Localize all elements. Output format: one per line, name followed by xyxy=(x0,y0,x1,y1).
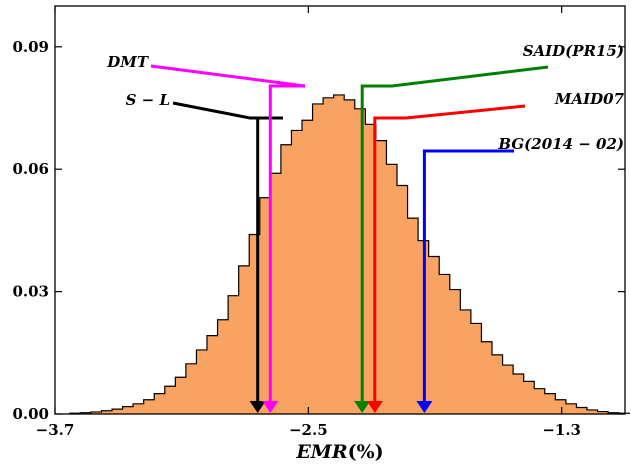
histogram-bar xyxy=(354,108,366,414)
histogram-bar xyxy=(397,185,408,414)
annotation-arrowhead xyxy=(366,401,383,413)
histogram-bar xyxy=(587,409,598,414)
histogram-bar xyxy=(565,403,577,414)
histogram-bar xyxy=(375,140,387,414)
histogram-bar xyxy=(164,386,176,414)
y-tick-label: 0.06 xyxy=(12,160,49,178)
histogram-bar xyxy=(217,319,229,414)
histogram-bar xyxy=(154,393,166,414)
histogram-bar xyxy=(428,256,440,414)
x-tick-label: −3.7 xyxy=(36,421,75,439)
histogram-bar xyxy=(449,289,461,414)
y-tick-label: 0.09 xyxy=(12,38,49,56)
histogram-bar xyxy=(238,265,250,414)
x-axis-label: EMR(%) xyxy=(295,441,383,463)
histogram-bar xyxy=(502,365,514,414)
histogram-bar xyxy=(122,406,134,414)
histogram-bar xyxy=(492,354,503,414)
histogram-bar xyxy=(333,94,345,414)
histogram-bar xyxy=(460,309,472,414)
annotation-leader-line xyxy=(373,104,526,404)
histogram-bar xyxy=(407,218,419,414)
histogram-bar xyxy=(259,197,271,414)
histogram-bar xyxy=(280,144,292,414)
histogram-bar xyxy=(207,335,218,414)
histogram-bar xyxy=(90,411,102,414)
annotation-leader-line xyxy=(150,64,306,404)
histogram-bar xyxy=(143,399,155,414)
y-tick-label: 0.00 xyxy=(12,405,49,423)
histogram-bar xyxy=(544,393,556,414)
histogram-bar xyxy=(270,173,282,414)
annotation-leader-line xyxy=(422,149,514,404)
histogram-bar xyxy=(101,410,113,414)
annotation-label: SAID(PR15) xyxy=(523,42,624,60)
annotation-arrowhead xyxy=(249,401,266,413)
histogram-bar xyxy=(196,349,208,414)
histogram-bar xyxy=(291,130,303,414)
histogram-bar xyxy=(513,374,524,414)
histogram-bar xyxy=(312,103,324,415)
annotation-arrows: S − L DMT SAID(PR15) MAID07 BG(2014 − 02) xyxy=(106,42,625,413)
histogram-bar xyxy=(185,363,197,414)
histogram-bars xyxy=(69,94,630,415)
histogram-bar xyxy=(249,234,261,414)
histogram-bar xyxy=(112,409,123,414)
x-axis-ticks: −3.7 −2.5 −1.3 xyxy=(36,6,581,439)
histogram-bar xyxy=(344,99,356,414)
annotation-label: S − L xyxy=(126,91,170,109)
histogram-bar xyxy=(323,97,334,415)
histogram-bar xyxy=(365,124,377,414)
histogram-bar xyxy=(302,120,313,415)
histogram-bar xyxy=(576,407,588,414)
x-tick-label: −1.3 xyxy=(542,421,581,439)
histogram-bar xyxy=(386,164,398,414)
y-axis-ticks: 0.00 0.03 0.06 0.09 xyxy=(12,38,625,423)
histogram-bar xyxy=(523,381,535,414)
annotation-arrowhead xyxy=(416,401,433,413)
annotation-label: DMT xyxy=(106,53,150,71)
plot-frame xyxy=(54,5,626,415)
annotation-arrowhead xyxy=(262,401,279,413)
histogram-bar xyxy=(597,411,609,414)
histogram-outline xyxy=(69,94,630,414)
annotation-label: MAID07 xyxy=(554,90,625,108)
annotation-label: BG(2014 − 02) xyxy=(497,135,624,153)
y-tick-label: 0.03 xyxy=(12,283,49,301)
histogram-bar xyxy=(555,399,567,414)
histogram-bar xyxy=(175,377,187,414)
annotation-leader-line xyxy=(360,65,549,404)
annotation-arrowhead xyxy=(354,401,371,413)
histogram-bar xyxy=(133,403,144,414)
x-tick-label: −2.5 xyxy=(289,421,328,439)
histogram-bar xyxy=(439,274,451,414)
histogram-bar xyxy=(481,341,493,414)
histogram-bar xyxy=(228,295,239,414)
histogram-bar xyxy=(534,388,546,414)
histogram-bar xyxy=(470,323,482,414)
annotation-leader-line xyxy=(172,101,283,404)
